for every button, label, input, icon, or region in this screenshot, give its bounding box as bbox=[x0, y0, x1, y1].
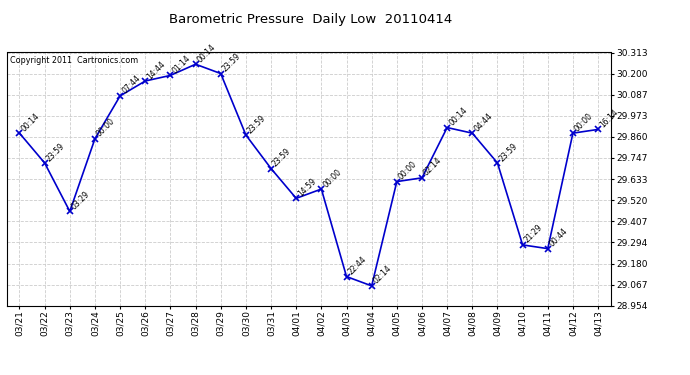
Text: 14:59: 14:59 bbox=[296, 177, 318, 198]
Text: 02:14: 02:14 bbox=[372, 264, 393, 286]
Text: 00:14: 00:14 bbox=[447, 106, 469, 128]
Text: 21:29: 21:29 bbox=[522, 223, 544, 245]
Text: 00:14: 00:14 bbox=[195, 42, 217, 64]
Text: Copyright 2011  Cartronics.com: Copyright 2011 Cartronics.com bbox=[10, 56, 138, 65]
Text: 23:59: 23:59 bbox=[45, 141, 66, 163]
Text: 23:59: 23:59 bbox=[271, 147, 293, 168]
Text: 00:00: 00:00 bbox=[95, 117, 117, 139]
Text: 02:14: 02:14 bbox=[422, 156, 444, 178]
Text: 00:44: 00:44 bbox=[548, 227, 570, 249]
Text: Barometric Pressure  Daily Low  20110414: Barometric Pressure Daily Low 20110414 bbox=[169, 13, 452, 26]
Text: 03:29: 03:29 bbox=[70, 189, 92, 211]
Text: 00:00: 00:00 bbox=[573, 111, 595, 133]
Text: 23:59: 23:59 bbox=[246, 113, 268, 135]
Text: 07:44: 07:44 bbox=[120, 74, 142, 96]
Text: 01:14: 01:14 bbox=[170, 54, 192, 75]
Text: 04:44: 04:44 bbox=[472, 111, 494, 133]
Text: 14:44: 14:44 bbox=[146, 59, 167, 81]
Text: 22:44: 22:44 bbox=[346, 255, 368, 277]
Text: 23:59: 23:59 bbox=[221, 52, 243, 74]
Text: 00:00: 00:00 bbox=[322, 167, 343, 189]
Text: 00:14: 00:14 bbox=[19, 111, 41, 133]
Text: 23:59: 23:59 bbox=[497, 141, 520, 163]
Text: 16:14: 16:14 bbox=[598, 108, 620, 129]
Text: 00:00: 00:00 bbox=[397, 160, 419, 182]
